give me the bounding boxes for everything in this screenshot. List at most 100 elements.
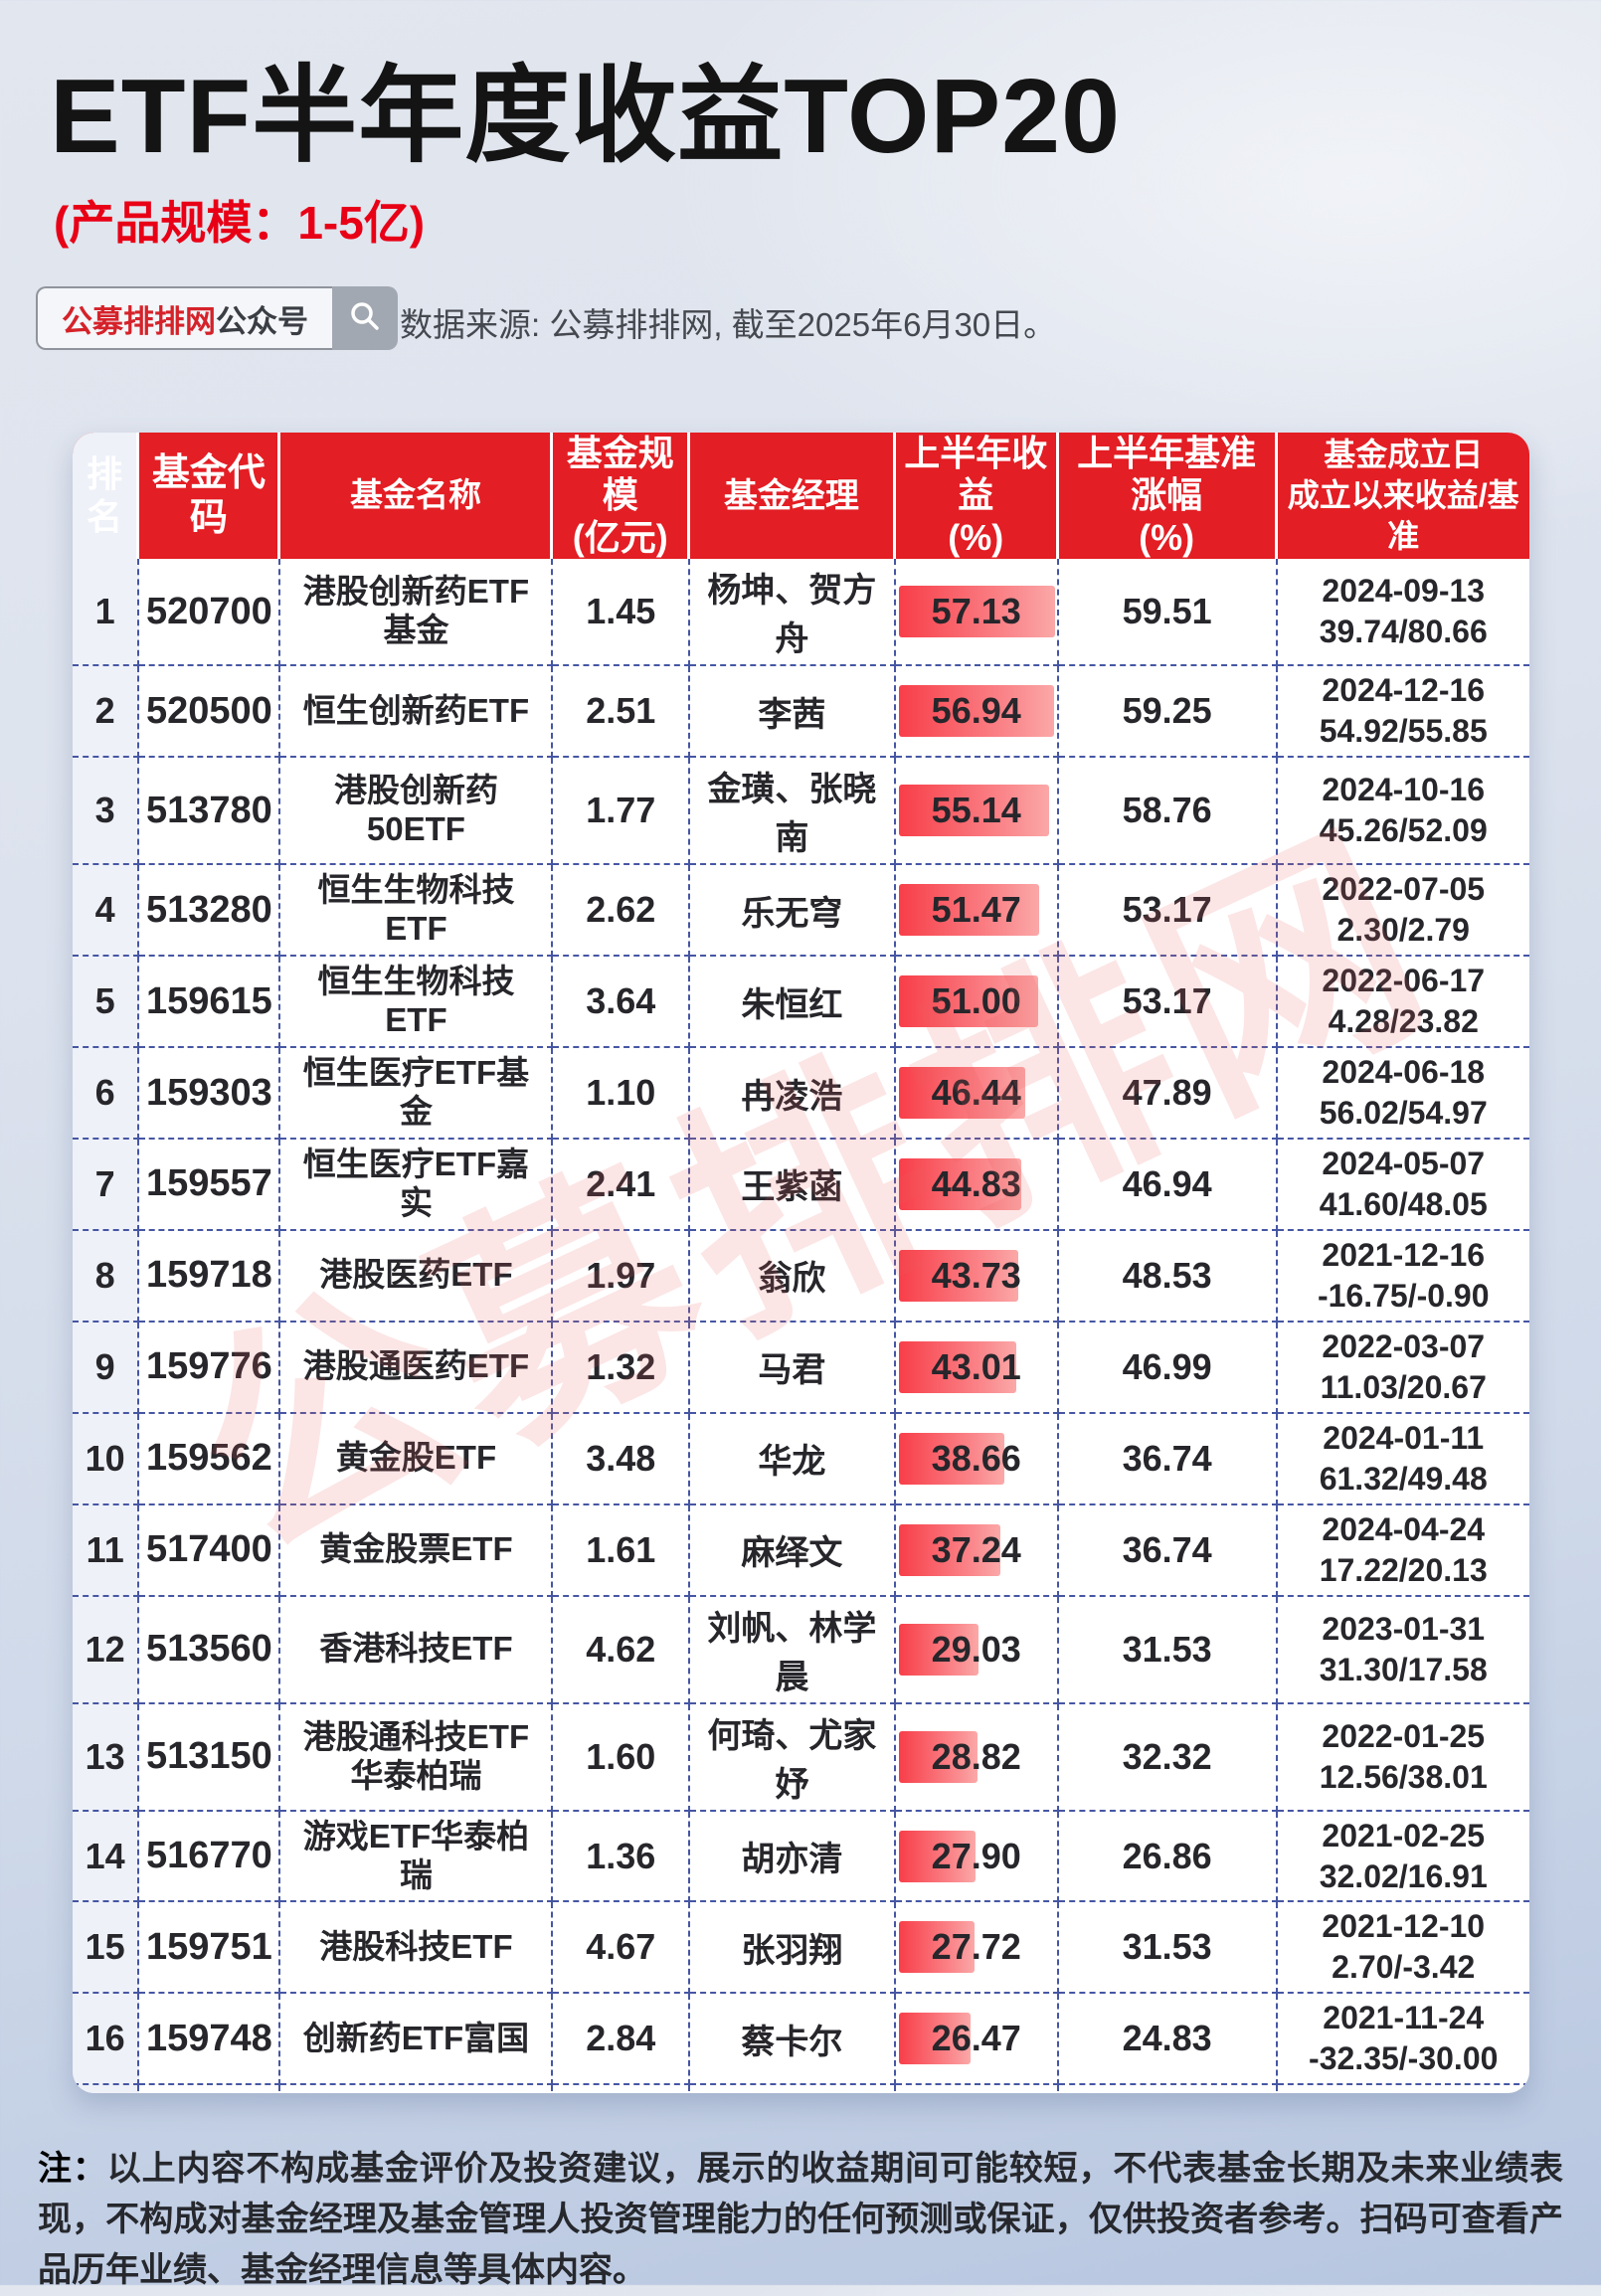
rank-cell: 6: [73, 1048, 140, 1141]
fund-scale-cell: 1.60: [553, 1703, 691, 1812]
benchmark-cell: 46.94: [1058, 1140, 1278, 1231]
half-year-return-cell: 29.03: [895, 1596, 1059, 1704]
fund-scale-cell: 4.62: [553, 1596, 691, 1704]
inception-date: 2022-01-25: [1322, 1717, 1486, 1754]
benchmark-cell: 32.32: [1058, 1703, 1278, 1812]
inception-date: 2022-07-05: [1322, 871, 1486, 908]
fund-name-cell: 恒生创新药ETF: [280, 666, 554, 759]
return-value: 44.83: [931, 1162, 1021, 1204]
inception-cell: 2021-11-24 -32.35/-30.00: [1277, 1994, 1529, 2086]
half-year-return-cell: 28.82: [895, 1703, 1059, 1812]
fund-scale-cell: 1.61: [553, 1504, 691, 1597]
half-year-return-cell: 26.23: [896, 2085, 1059, 2093]
since-return-vs-benchmark: -16.75/-0.90: [1317, 1277, 1490, 1314]
inception-date: 2022-06-17: [1322, 963, 1486, 999]
half-year-return-cell: 26.47: [895, 1994, 1059, 2086]
fund-code-cell: 159562: [139, 1413, 281, 1505]
column-header: 上半年收益 (%): [896, 433, 1059, 560]
since-return-vs-benchmark: -32.35/-30.00: [1309, 2040, 1499, 2077]
benchmark-cell: 46.99: [1058, 1322, 1278, 1414]
fund-manager-cell: 金璜、张晓南: [690, 758, 896, 866]
inception-cell: 2022-03-07 11.03/20.67: [1277, 1323, 1529, 1414]
fund-manager-cell: 麻绎文: [690, 1504, 896, 1597]
page-subtitle: (产品规模：1-5亿): [54, 197, 426, 249]
fund-code-cell: 513560: [139, 1596, 281, 1704]
return-data-bar: [898, 785, 1050, 837]
return-data-bar: [898, 1921, 976, 1974]
table-row: 2 520500 恒生创新药ETF 2.51 李茜 56.94 59.25 2024-12-1…: [73, 666, 1529, 759]
ranking-table: 排名 基金代码 基金名称 基金规模 (亿元) 基金经理 上半年收益 (%) 上半年基准涨幅 …: [73, 433, 1529, 2093]
inception-date: 2023-01-31: [1322, 1610, 1486, 1647]
inception-date: 2021-12-16: [1322, 1236, 1486, 1273]
benchmark-cell: 59.51: [1058, 559, 1278, 667]
rank-cell: 16: [73, 1994, 140, 2086]
table-row: 5 159615 恒生生物科技ETF 3.64 朱恒红 51.00 53.17 2022-06…: [73, 957, 1529, 1049]
fund-code-cell: 159557: [139, 1140, 281, 1231]
return-value: 57.13: [931, 591, 1021, 632]
fund-code-cell: 517400: [139, 1504, 281, 1597]
half-year-return-cell: 38.66: [895, 1413, 1059, 1505]
rank-cell: 8: [73, 1230, 140, 1323]
fund-code-cell: 520700: [139, 559, 281, 667]
fund-name-cell: 黄金股ETF: [280, 1413, 554, 1505]
inception-cell: 2021-02-25 32.02/16.91: [1277, 1812, 1529, 1903]
fund-scale-cell: 2.41: [553, 1140, 691, 1231]
return-data-bar: [898, 1249, 1018, 1302]
fund-manager-cell: 胡亦清: [690, 1811, 896, 1903]
half-year-return-cell: 37.24: [895, 1504, 1059, 1597]
table-row: 15 159751 港股科技ETF 4.67 张羽翔 27.72 31.53 2021-12-…: [73, 1902, 1529, 1995]
table-row: 1 520700 港股创新药ETF基金 1.45 杨坤、贺方舟 57.13 59.51 202…: [73, 559, 1529, 667]
benchmark-cell: 31.53: [1058, 1902, 1278, 1995]
column-header: 基金成立日 成立以来收益/基准: [1287, 437, 1519, 555]
inception-cell: 2024-09-13 39.74/80.66: [1277, 559, 1529, 667]
return-value: 28.82: [931, 1735, 1021, 1777]
table-row: 13 513150 港股通科技ETF华泰柏瑞 1.60 何琦、尤家妤 28.82 32.32…: [73, 1703, 1529, 1812]
search-button[interactable]: [332, 286, 398, 350]
fund-scale-cell: 2.93: [553, 2085, 691, 2093]
inception-date: 2021-09-08: [1322, 2089, 1485, 2093]
fund-manager-cell: 马君: [690, 1322, 896, 1414]
return-value: 27.90: [931, 1835, 1021, 1876]
half-year-return-cell: 55.14: [895, 758, 1059, 866]
fund-manager-cell: 乐无穹: [690, 865, 896, 958]
since-return-vs-benchmark: 41.60/48.05: [1319, 1185, 1488, 1222]
inception-date: 2021-12-10: [1322, 1908, 1486, 1945]
fund-manager-cell: 蔡卡尔: [690, 1994, 896, 2086]
fund-code-cell: 520500: [139, 666, 281, 759]
fund-name-cell: 恒生生物科技ETF: [280, 957, 554, 1049]
fund-manager-cell: 张羽翔: [690, 1902, 896, 1995]
fund-name-cell: 港股科技ETF: [280, 1902, 554, 1995]
since-return-vs-benchmark: 39.74/80.66: [1319, 614, 1488, 650]
half-year-return-cell: 51.00: [895, 957, 1059, 1049]
return-value: 55.14: [931, 790, 1021, 831]
rank-cell: 3: [73, 758, 140, 866]
fund-name-cell: 创新药ETF富国: [280, 1994, 554, 2086]
page-title: ETF半年度收益TOP20: [50, 58, 1122, 175]
fund-manager-cell: 杨坤、贺方舟: [690, 559, 896, 667]
since-return-vs-benchmark: 2.70/-3.42: [1332, 1949, 1476, 1986]
fund-scale-cell: 1.10: [553, 1048, 691, 1141]
fund-manager-cell: 华龙: [690, 1413, 896, 1505]
since-return-vs-benchmark: 4.28/23.82: [1328, 1003, 1479, 1040]
return-value: 29.03: [931, 1628, 1021, 1670]
data-source-caption: 数据来源: 公募排排网, 截至2025年6月30日。: [400, 306, 1057, 343]
inception-cell: 2022-06-17 4.28/23.82: [1277, 957, 1529, 1049]
since-return-vs-benchmark: 12.56/38.01: [1319, 1758, 1488, 1795]
since-return-vs-benchmark: 31.30/17.58: [1319, 1651, 1488, 1687]
return-data-bar: [898, 1340, 1016, 1393]
fund-scale-cell: 3.64: [553, 957, 691, 1049]
fund-scale-cell: 1.32: [553, 1322, 691, 1414]
fund-name-cell: 港股通科技ETF华泰柏瑞: [280, 1703, 554, 1812]
inception-cell: 2024-12-16 54.92/55.85: [1277, 666, 1529, 759]
inception-date: 2024-12-16: [1322, 672, 1486, 709]
rank-cell: 12: [73, 1596, 140, 1704]
return-value: 51.00: [931, 980, 1021, 1022]
column-header: 基金经理: [690, 433, 896, 560]
brand-badge-label: 公募排排网 公众号: [36, 286, 332, 350]
brand-suffix: 公众号: [216, 303, 308, 339]
inception-date: 2024-04-24: [1322, 1510, 1486, 1547]
fund-scale-cell: 2.62: [553, 865, 691, 958]
fund-code-cell: 159718: [139, 1230, 281, 1323]
return-data-bar: [898, 586, 1055, 638]
half-year-return-cell: 27.90: [895, 1811, 1059, 1903]
